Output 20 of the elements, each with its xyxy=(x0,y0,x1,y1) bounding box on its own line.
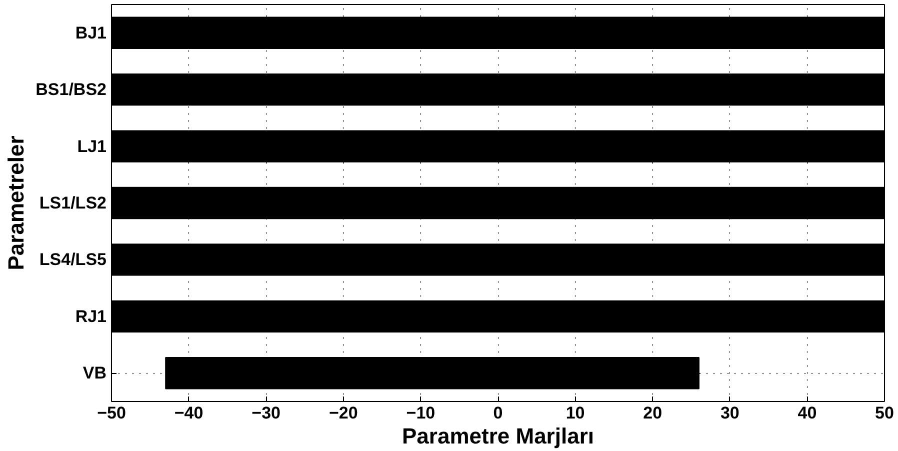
y-tick-label: VB xyxy=(82,364,107,383)
y-tick-label: LJ1 xyxy=(77,136,107,156)
x-tick-label: −30 xyxy=(252,404,281,422)
x-tick-label: 40 xyxy=(798,404,817,422)
x-tick-label: 10 xyxy=(566,404,585,422)
x-axis-title: Parametre Marjları xyxy=(402,424,594,448)
y-tick-label: LS4/LS5 xyxy=(39,250,107,270)
y-tick-label: LS1/LS2 xyxy=(39,194,107,212)
y-axis-title: Parametreler xyxy=(4,135,29,270)
x-tick-label: 50 xyxy=(875,404,894,422)
x-tick-label: −50 xyxy=(97,404,126,422)
x-tick-label: −40 xyxy=(174,404,204,422)
x-tick-label: −10 xyxy=(406,404,436,422)
y-tick-label: BS1/BS2 xyxy=(36,80,107,100)
y-tick-label: BJ1 xyxy=(75,23,106,42)
x-tick-label: 20 xyxy=(643,404,662,422)
x-tick-label: 30 xyxy=(720,404,740,422)
x-tick-label: 0 xyxy=(493,404,503,422)
x-tick-label: −20 xyxy=(328,404,358,422)
y-tick-label: RJ1 xyxy=(75,306,106,326)
